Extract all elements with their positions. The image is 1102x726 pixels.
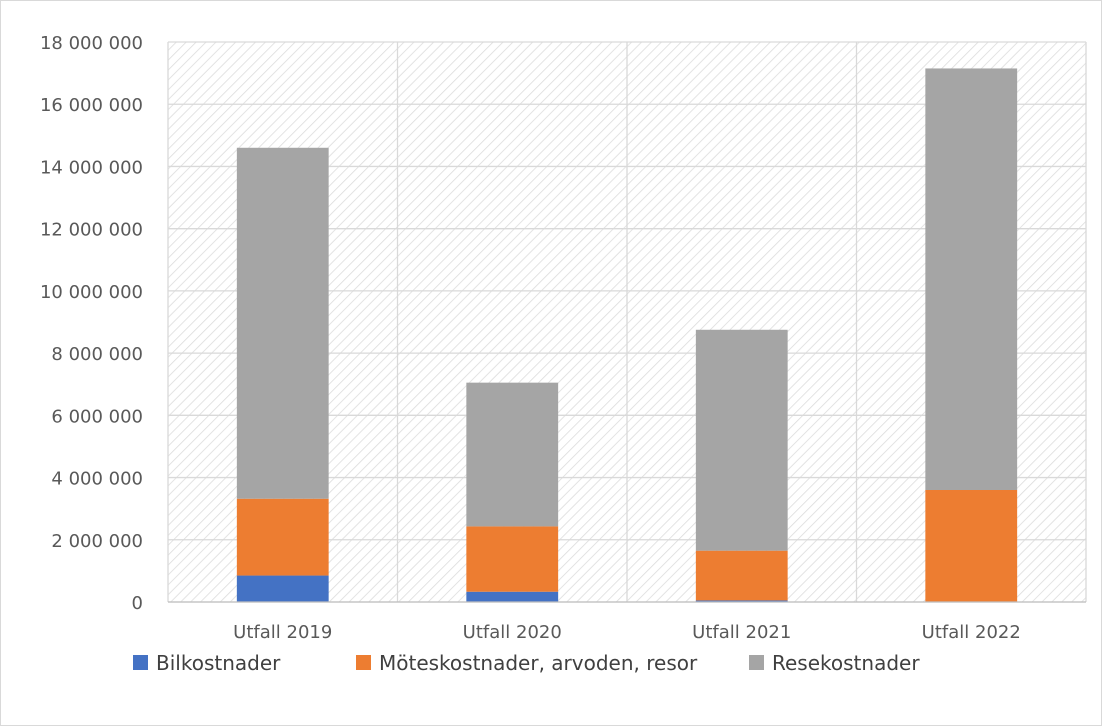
bar-segment <box>466 382 559 527</box>
y-tick-label: 10 000 000 <box>40 282 143 303</box>
bar-segment <box>925 490 1018 602</box>
y-tick-label: 6 000 000 <box>51 406 143 427</box>
x-tick-label: Utfall 2020 <box>463 622 562 643</box>
bar-segment <box>236 147 329 499</box>
y-tick-label: 2 000 000 <box>51 531 143 552</box>
bar-segment <box>236 498 329 576</box>
x-tick-label: Utfall 2021 <box>692 622 791 643</box>
bar-segment <box>466 526 559 592</box>
y-tick-label: 8 000 000 <box>51 344 143 365</box>
axis-layer: 0 2 000 000 4 000 000 6 000 000 8 000 000 10 … <box>40 33 1086 643</box>
legend-label: Möteskostnader, arvoden, resor <box>379 651 698 675</box>
legend-label: Bilkostnader <box>156 651 281 675</box>
y-tick-label: 4 000 000 <box>51 469 143 490</box>
bar-segment <box>695 329 788 551</box>
y-tick-label: 16 000 000 <box>40 95 143 116</box>
y-tick-label: 0 <box>132 593 143 614</box>
y-tick-label: 12 000 000 <box>40 220 143 241</box>
y-tick-label: 14 000 000 <box>40 157 143 178</box>
bar-segment <box>466 591 559 602</box>
legend-label: Resekostnader <box>772 651 920 675</box>
legend-swatch <box>133 655 148 670</box>
bars-layer <box>236 68 1018 602</box>
bar-segment <box>695 550 788 601</box>
bar-segment <box>695 600 788 602</box>
legend-swatch <box>356 655 371 670</box>
legend-swatch <box>749 655 764 670</box>
y-tick-label: 18 000 000 <box>40 33 143 54</box>
bar-segment <box>236 575 329 602</box>
bar-segment <box>925 68 1018 490</box>
x-tick-label: Utfall 2019 <box>233 622 332 643</box>
x-tick-label: Utfall 2022 <box>922 622 1021 643</box>
legend: Bilkostnader Möteskostnader, arvoden, res… <box>133 651 920 675</box>
